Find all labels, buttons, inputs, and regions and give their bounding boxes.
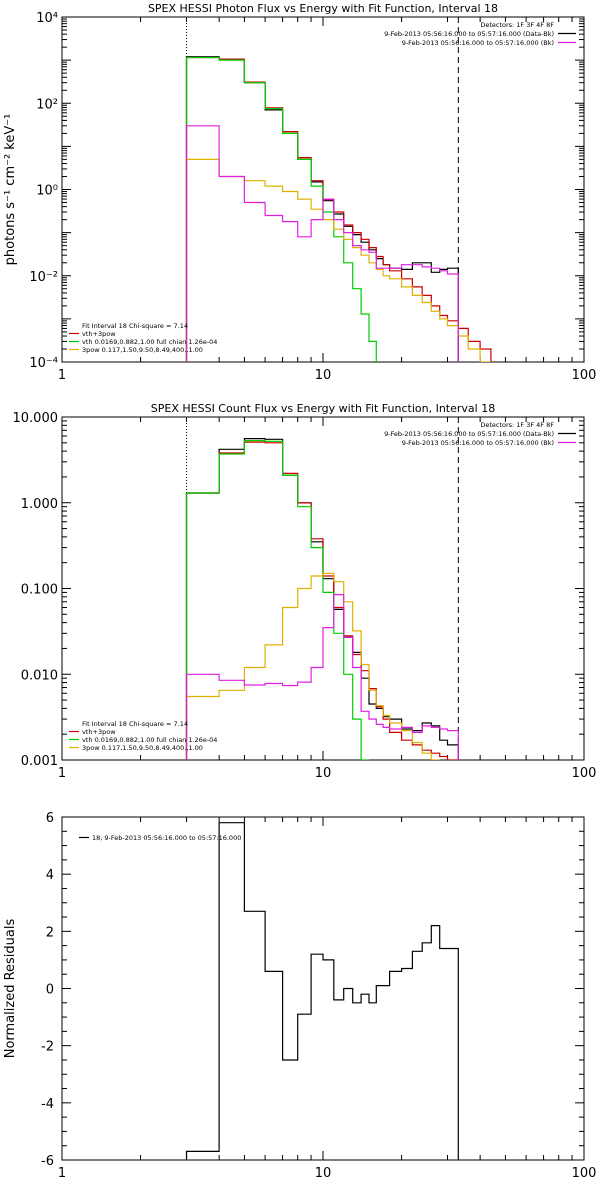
x-tick-label: 1 xyxy=(58,1166,66,1181)
legend-right-text: 9-Feb-2013 05:56:16.000 to 05:57:16.000 … xyxy=(384,30,554,38)
y-tick-label: 10⁻² xyxy=(29,270,58,285)
series-line-1 xyxy=(185,438,459,760)
chart-panel-3: 1 10 100 -6 -4 -2 0 2 4 6 Normalized Residuals 18, … xyxy=(3,811,596,1181)
y-tick-label: -2 xyxy=(41,1040,54,1055)
series-group xyxy=(185,56,492,362)
chart-panel-1: SPEX HESSI Photon Flux vs Energy with Fi… xyxy=(3,2,596,383)
y-tick-label: 10⁰ xyxy=(36,184,58,199)
x-tick-label: 1 xyxy=(58,368,66,383)
y-tick-label: 10⁻⁴ xyxy=(29,356,58,371)
plot-frame xyxy=(61,816,585,1161)
y-tick-label: -6 xyxy=(41,1154,54,1169)
series-line-2 xyxy=(185,56,492,362)
series-line-4 xyxy=(185,572,440,760)
y-tick-label: 10⁴ xyxy=(36,11,58,26)
x-tick-label: 100 xyxy=(572,368,597,383)
y-tick-label: 4 xyxy=(46,868,54,883)
y-tick-label: 0.010 xyxy=(21,668,58,683)
chart-panel-2: SPEX HESSI Count Flux vs Energy with Fit… xyxy=(13,402,597,781)
x-tick-label: 10 xyxy=(315,368,332,383)
series-group xyxy=(185,822,459,1160)
legend-left-text: Fit Interval 18 Chi-square = 7.14 xyxy=(82,720,188,728)
legend-left-text: vth+3pow xyxy=(82,330,116,338)
series-line-4 xyxy=(185,158,491,362)
legend-left-text: vth+3pow xyxy=(82,728,116,736)
legend-right-text: 9-Feb-2013 05:56:16.000 to 05:57:16.000 … xyxy=(402,39,554,47)
y-tick-label: 10.000 xyxy=(13,411,59,426)
legend-left-text: 18, 9-Feb-2013 05:56:16.000 to 05:57:16.… xyxy=(92,834,241,842)
series-line-5 xyxy=(185,594,459,760)
series-line-3 xyxy=(185,56,377,362)
series-group xyxy=(185,438,459,760)
y-tick-label: 10² xyxy=(36,97,58,112)
chart-title: SPEX HESSI Count Flux vs Energy with Fit… xyxy=(151,402,495,415)
series-line-3 xyxy=(185,440,369,760)
series-line-5 xyxy=(185,125,459,362)
x-tick-label: 1 xyxy=(58,766,66,781)
x-tick-label: 100 xyxy=(572,766,597,781)
y-tick-label: 6 xyxy=(46,811,54,826)
y-tick-label: 2 xyxy=(46,925,54,940)
legend-right-text: Detectors: 1F 3F 4F 8F xyxy=(480,21,554,29)
legend-right-text: Detectors: 1F 3F 4F 8F xyxy=(480,421,554,429)
legend-right-text: 9-Feb-2013 05:56:16.000 to 05:57:16.000 … xyxy=(384,430,554,438)
y-tick-label: 0 xyxy=(46,983,54,998)
series-line-2 xyxy=(185,441,459,760)
y-tick-label: -4 xyxy=(41,1097,54,1112)
y-tick-label: 0.001 xyxy=(21,754,58,769)
y-tick-label: 0.100 xyxy=(21,583,58,598)
y-axis-label: Normalized Residuals xyxy=(3,919,18,1059)
legend-left-text: 3pow 0.117,1.50,9.50,8.49,400.,1.00 xyxy=(82,346,203,354)
chart-title: SPEX HESSI Photon Flux vs Energy with Fi… xyxy=(148,2,498,15)
y-axis-label: photons s⁻¹ cm⁻² keV⁻¹ xyxy=(3,114,18,266)
y-tick-label: 1.000 xyxy=(21,497,58,512)
legend-left-text: 3pow 0.117,1.50,9.50,8.49,400.,1.00 xyxy=(82,744,203,752)
x-tick-label: 10 xyxy=(315,766,332,781)
series-line-1 xyxy=(185,822,459,1160)
x-tick-label: 100 xyxy=(572,1166,597,1181)
legend-right-text: 9-Feb-2013 05:56:16.000 to 05:57:16.000 … xyxy=(402,439,554,447)
legend-left-text: vth 0.0169,0.882,1.00 full chian 1.26e-0… xyxy=(82,736,217,744)
legend-left-text: Fit Interval 18 Chi-square = 7.14 xyxy=(82,322,188,330)
legend-left-text: vth 0.0169,0.882,1.00 full chian 1.26e-0… xyxy=(82,338,217,346)
x-tick-label: 10 xyxy=(315,1166,332,1181)
